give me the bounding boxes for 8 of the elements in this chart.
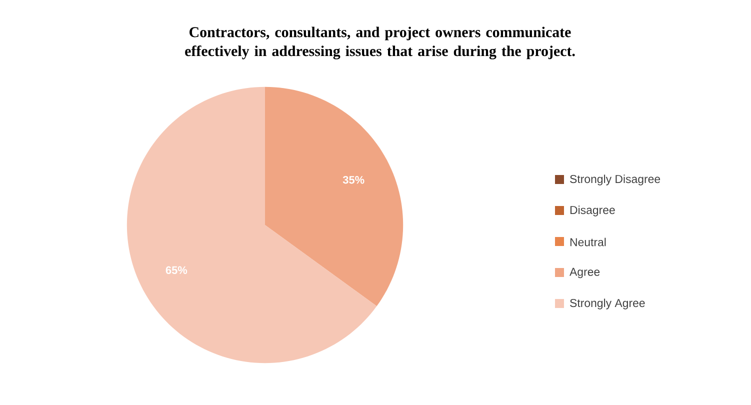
legend-label: Agree [570,268,600,278]
legend-label: Strongly Disagree [570,174,660,186]
legend-label: Strongly Agree [570,298,645,310]
chart-title: Contractors, consultants, and project owners communicate effectively in addressing issues that arise during the project. [185,26,575,60]
legend-label: Disagree [570,206,615,216]
data-label: 35% [342,176,364,184]
data-label: 65% [166,266,188,274]
legend-label: Neutral [570,238,606,246]
